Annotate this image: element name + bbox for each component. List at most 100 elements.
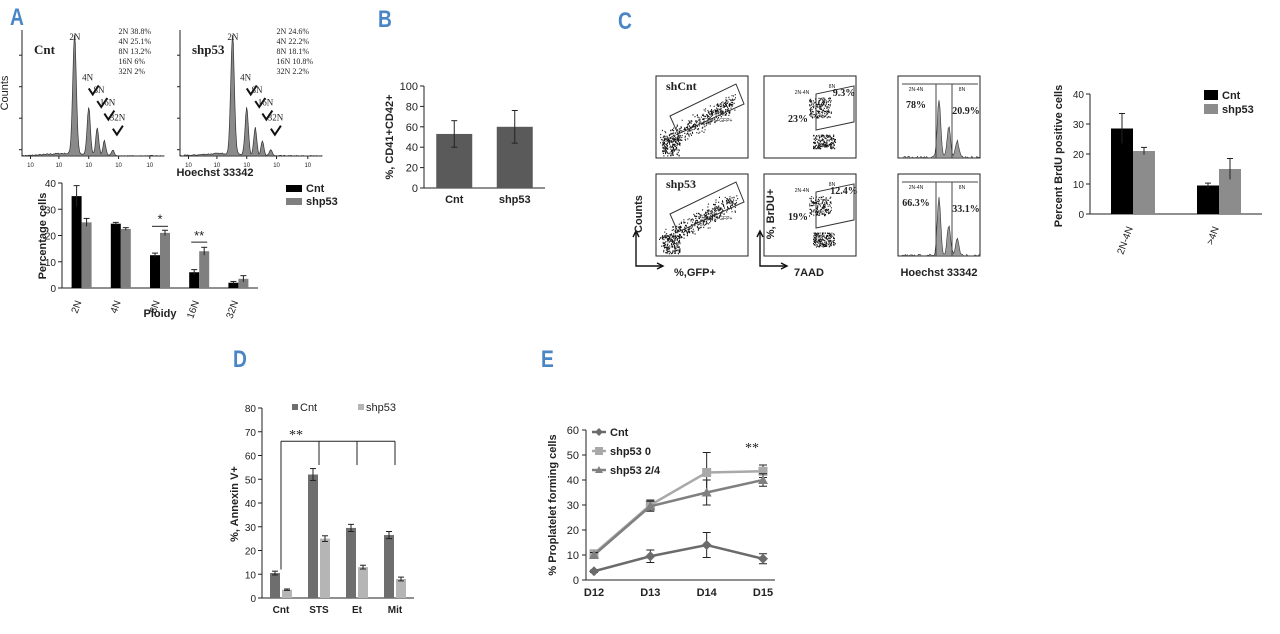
D_bar-bar xyxy=(270,573,280,598)
C_flow-aad-label: 7AAD xyxy=(794,267,824,279)
D_bar-ytick-label: 80 xyxy=(245,404,257,415)
A_hist_cnt-stat-line: 2N 38.8% xyxy=(119,27,152,36)
E_line-marker xyxy=(758,553,768,564)
A_hist_shp53-histogram-curve xyxy=(179,34,323,157)
C_flow-histogram xyxy=(898,100,981,159)
A_bar-x-label: Ploidy xyxy=(143,308,177,320)
C_flow-row-label: shp53 xyxy=(666,177,696,191)
B_bar-xtick-label: shp53 xyxy=(499,194,531,206)
B_bar-ytick-label: 40 xyxy=(406,142,418,154)
B_bar-y-label: %, CD41+CD42+ xyxy=(384,95,396,180)
C_bar-bar xyxy=(1133,151,1155,214)
D_bar-ytick-label: 30 xyxy=(245,523,257,534)
C_flow-brdu-left: 23% xyxy=(788,114,808,125)
A_hist_cnt-histogram-curve xyxy=(21,34,165,157)
C_flow-gate-label: 8N xyxy=(959,185,966,191)
C_flow-gate-label: 2N-4N xyxy=(909,185,924,191)
A_hist_shp53-xtick-label: 10 xyxy=(185,163,192,169)
C_flow-hist-left: 66.3% xyxy=(902,198,930,209)
A_hist_cnt-xtick-label: 10 xyxy=(146,163,153,169)
E_line-xtick-label: D15 xyxy=(753,587,773,599)
C_bar-ytick-label: 10 xyxy=(1073,180,1085,191)
A_hist_cnt-xtick-label: 10 xyxy=(85,163,92,169)
C_bar-ytick-label: 0 xyxy=(1078,210,1084,221)
A_hist_cnt-xtick-label: 10 xyxy=(27,163,34,169)
C_flow-brdu-right: 12.4% xyxy=(830,186,858,197)
C_bar-legend-label: Cnt xyxy=(1222,90,1241,102)
E_line-xtick-label: D12 xyxy=(584,587,604,599)
A_hist_shp53-stat-line: 16N 10.8% xyxy=(277,57,314,66)
D_bar-xtick-label: Mit xyxy=(388,605,403,616)
A_bar-xtick-label: 2N xyxy=(70,299,85,315)
D_bar-ytick-label: 50 xyxy=(245,475,257,486)
A_bar-bar xyxy=(189,272,200,288)
A_bar-legend-swatch xyxy=(286,185,302,192)
A_hist_cnt-peak-label: 32N xyxy=(110,113,126,123)
A_hist_cnt-stat-line: 4N 25.1% xyxy=(119,37,152,46)
D_bar-bar xyxy=(358,567,368,598)
A_hist_shp53-peak-arrow xyxy=(270,125,282,137)
A_bar-bar xyxy=(110,223,121,288)
A_bar-bar xyxy=(150,255,160,288)
A_bar-legend-label: shp53 xyxy=(306,196,338,208)
A_bar-bar xyxy=(81,222,92,288)
E_line-legend-label: shp53 2/4 xyxy=(610,465,661,477)
C_bar-ytick-label: 20 xyxy=(1073,150,1085,161)
C_flow-axis-arrowhead xyxy=(632,229,640,238)
C_flow-hist-right: 33.1% xyxy=(952,204,980,215)
C_flow-hist-left: 78% xyxy=(906,100,926,111)
A_hist_cnt-xtick-label: 10 xyxy=(115,163,122,169)
C_flow-gate xyxy=(669,181,745,233)
A_bar-bar xyxy=(238,278,249,288)
A_hist_cnt-peak-label: 4N xyxy=(82,72,94,82)
D_bar-legend-swatch xyxy=(292,404,298,410)
A_hist_cnt-peak-arrow xyxy=(103,110,116,122)
D_bar-ytick-label: 40 xyxy=(245,499,257,510)
B_bar-ytick-label: 80 xyxy=(406,101,418,113)
A_hist_cnt-peak-label: 2N xyxy=(69,32,81,42)
C_flow-gate-label: CD41+GFP+ xyxy=(704,216,733,222)
E_line-marker xyxy=(758,475,768,484)
E_line-xtick-label: D13 xyxy=(640,587,660,599)
A_hist_cnt-peak-arrow xyxy=(87,84,100,97)
C_bar-y-label: Percent BrdU positive cells xyxy=(1053,85,1065,227)
C_flow-axis-arrow-gfp xyxy=(635,232,662,267)
E_line-ytick-label: 10 xyxy=(567,550,579,562)
C_bar-ytick-label: 40 xyxy=(1073,90,1085,101)
A_hist_cnt-peak-label: 8N xyxy=(94,85,106,95)
E_line-marker xyxy=(645,551,656,562)
A_bar-legend-swatch xyxy=(286,198,302,205)
C_flow-gate-label: 2N-4N xyxy=(909,87,924,93)
C_flow-gate xyxy=(669,83,745,135)
A_hist_cnt-sample-label: Cnt xyxy=(34,42,56,57)
A_hist_shp53-peak-label: 8N xyxy=(252,85,264,95)
panel-label-b: B xyxy=(378,6,392,33)
C_flow-brdu-label: %, BrDU+ xyxy=(765,189,777,239)
E_line-marker xyxy=(758,466,768,476)
A_hist_shp53-xtick-label: 10 xyxy=(243,163,250,169)
C_bar-legend-label: shp53 xyxy=(1222,104,1254,116)
D_bar-y-label: %, Annexin V+ xyxy=(229,466,241,542)
A_bar-xtick-label: 32N xyxy=(225,299,242,320)
E_line-series-line xyxy=(593,470,764,555)
A_bar-sig-star: ** xyxy=(194,228,204,243)
A_hist_shp53-peak-label: 32N xyxy=(268,113,284,123)
C_flow-dots xyxy=(809,196,836,248)
D_bar-ytick-label: 70 xyxy=(245,428,257,439)
E_line-sig-star: ** xyxy=(745,441,759,456)
E_line-marker xyxy=(702,468,712,477)
A_bar-y-label: Percentage cells xyxy=(37,193,49,280)
C_flow-plot-frame xyxy=(763,173,857,257)
C_flow-histogram xyxy=(898,196,981,257)
D_bar-xtick-label: Cnt xyxy=(273,605,290,616)
E_line-marker xyxy=(589,550,599,559)
C_flow-plot-frame xyxy=(655,75,749,159)
A_hist_shp53-stat-line: 32N 2.2% xyxy=(277,67,310,76)
C_flow-gate-label: 8N xyxy=(829,182,836,188)
C_bar-bar xyxy=(1219,169,1241,214)
C_bar-xtick-label: >4N xyxy=(1205,225,1222,246)
A_bar-bar xyxy=(199,251,210,288)
E_line-marker xyxy=(589,566,599,577)
E_line-marker xyxy=(701,487,712,497)
A_hist_shp53-peak-arrow xyxy=(254,97,267,109)
